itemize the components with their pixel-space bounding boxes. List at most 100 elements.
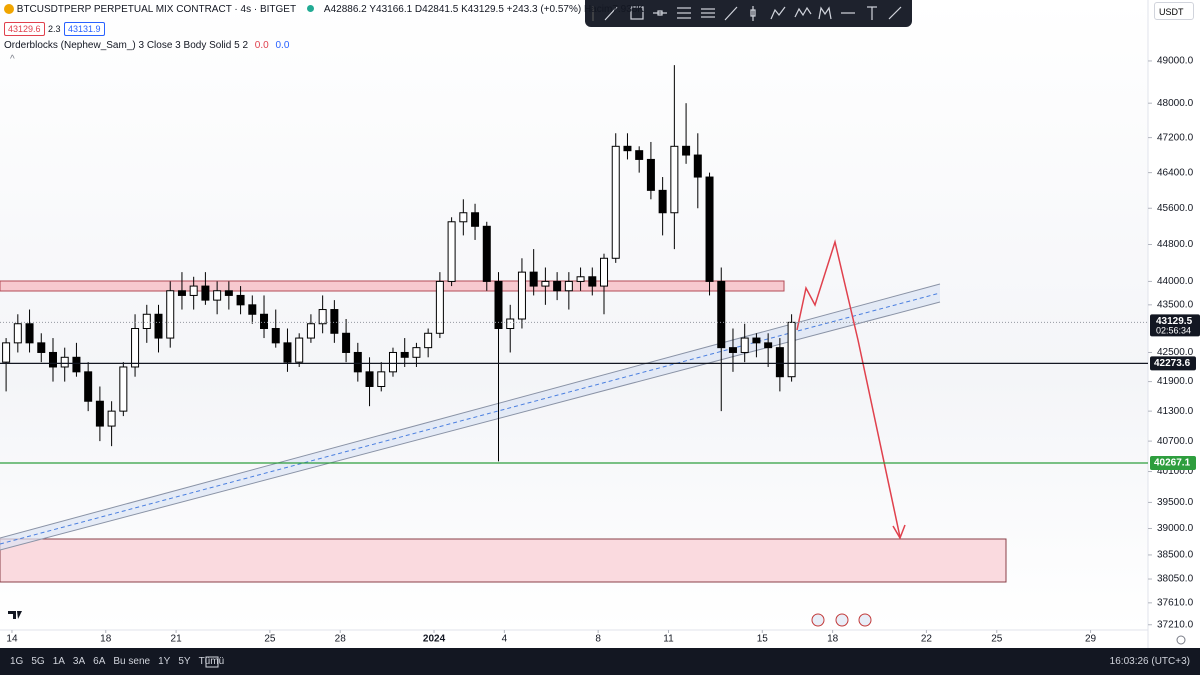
candle-body (682, 145, 691, 156)
x-tick-label: 18 (827, 634, 839, 645)
clock: 16:03:26 (UTC+3) (1109, 656, 1190, 667)
candle-body (482, 225, 491, 282)
candle-body (600, 257, 609, 287)
level-label: 40267.1 (1154, 458, 1191, 469)
candle-body (295, 337, 304, 363)
candle-body (447, 221, 456, 282)
candle-body (213, 290, 222, 301)
x-tick-label: 25 (991, 634, 1003, 645)
candle-body (529, 271, 538, 287)
y-tick-label: 49000.0 (1157, 56, 1194, 67)
last-price-label: 43129.5 (1156, 316, 1193, 327)
timeframe-button[interactable]: 1A (52, 656, 65, 667)
level-label-box (1150, 456, 1196, 471)
x-tick-label: 14 (6, 634, 18, 645)
candle-body (506, 318, 515, 330)
ask-price[interactable]: 43131.9 (64, 22, 105, 36)
candle-body (717, 280, 726, 349)
candle-body (353, 351, 362, 373)
timeframe-button[interactable]: 1Y (158, 656, 171, 667)
candle-body (553, 280, 562, 292)
y-tick-label: 37210.0 (1157, 619, 1194, 630)
candle-body (154, 313, 163, 339)
indicator-name[interactable]: Orderblocks (Nephew_Sam_) 3 Close 3 Body… (4, 40, 249, 51)
settings-icon[interactable] (1176, 635, 1186, 645)
event-icon[interactable] (811, 613, 825, 627)
y-tick-label: 39500.0 (1157, 497, 1194, 508)
candle-body (424, 332, 433, 349)
timeframe-button[interactable]: Tümü (198, 656, 225, 667)
currency-select[interactable]: USDT (1154, 2, 1194, 20)
toolbar-icons (592, 6, 902, 21)
candle-body (787, 321, 796, 378)
event-icon[interactable] (858, 613, 872, 627)
y-tick-label: 43500.0 (1157, 299, 1194, 310)
indicator-value: 0.0 (254, 40, 269, 51)
candle-body (412, 347, 421, 358)
y-tick-label: 38050.0 (1157, 574, 1194, 585)
candle-body (201, 285, 210, 301)
tv-logo (8, 611, 22, 619)
y-tick-label: 39000.0 (1157, 523, 1194, 534)
x-tick-label: 2024 (423, 634, 446, 645)
x-tick-label: 8 (595, 634, 601, 645)
candle-body (306, 323, 315, 339)
drawing-toolbar (585, 0, 912, 27)
x-tick-label: 15 (757, 634, 769, 645)
channel-upper (0, 283, 941, 539)
candle-body (166, 290, 175, 339)
timeframe-button[interactable]: Bu sene (113, 656, 151, 667)
y-tick-label: 41900.0 (1157, 376, 1194, 387)
y-tick-label: 38500.0 (1157, 550, 1194, 561)
projection-path (796, 239, 901, 538)
candle-body (95, 400, 104, 427)
x-tick-label: 22 (921, 634, 933, 645)
candle-body (752, 337, 761, 344)
timeframe-button[interactable]: 6A (93, 656, 106, 667)
candle-body (764, 342, 773, 349)
candle-body (13, 323, 22, 344)
candle-body (248, 304, 257, 315)
candle-body (377, 371, 386, 387)
candles (2, 65, 796, 462)
candle-body (224, 290, 233, 296)
timeframe-button[interactable]: 1G (10, 656, 24, 667)
level-label: 42273.6 (1154, 358, 1191, 369)
channel-mid (0, 292, 941, 545)
timeframe-button[interactable]: 3A (72, 656, 86, 667)
event-icon[interactable] (835, 613, 849, 627)
trend-channel (0, 284, 940, 550)
y-tick-label: 42500.0 (1157, 347, 1194, 358)
candle-body (131, 328, 140, 368)
symbol-title[interactable]: BTCUSDTPERP PERPETUAL MIX CONTRACT · 4s … (16, 4, 296, 15)
ohlc-values: A42886.2 Y43166.1 D42841.5 K43129.5 +243… (323, 4, 644, 15)
candle-body (564, 280, 573, 292)
bid-price[interactable]: 43129.6 (4, 22, 45, 36)
candle-body (517, 271, 526, 320)
timeframe-button[interactable]: 5G (31, 656, 45, 667)
last-price-box (1150, 314, 1200, 337)
candle-body (25, 323, 34, 344)
candle-body (318, 309, 327, 325)
candle-body (84, 371, 93, 402)
candle-body (611, 145, 620, 259)
candle-body (435, 280, 444, 334)
candle-body (623, 145, 632, 152)
candle-body (365, 371, 374, 387)
collapse-caret[interactable]: ^ (10, 54, 15, 65)
candle-body (342, 332, 351, 353)
market-status (306, 5, 314, 12)
projection-arrowhead (892, 524, 906, 540)
timeframe-button[interactable]: 5Y (178, 656, 191, 667)
date-range-icon[interactable] (205, 655, 219, 668)
candle-body (494, 280, 503, 330)
candle-body (459, 212, 468, 223)
y-tick-label: 37610.0 (1157, 597, 1194, 608)
y-tick-label: 40700.0 (1157, 436, 1194, 447)
candle-body (236, 294, 245, 306)
candle-body (119, 366, 128, 412)
y-tick-label: 48000.0 (1157, 98, 1194, 109)
channel-lower (0, 301, 941, 551)
x-tick-label: 4 (502, 634, 508, 645)
